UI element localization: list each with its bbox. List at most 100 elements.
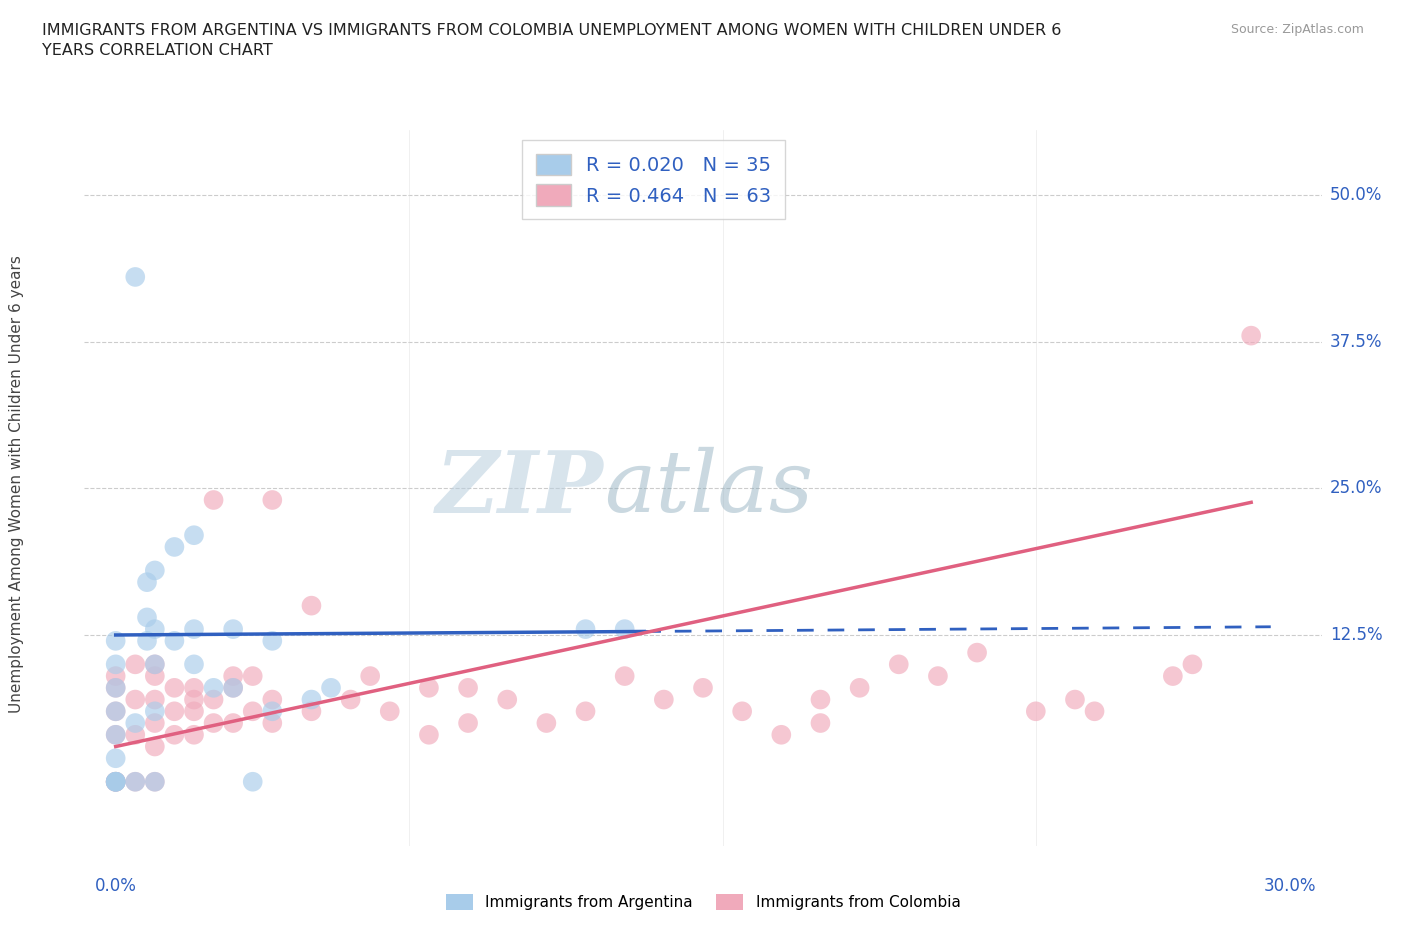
- Point: [1064, 692, 1087, 707]
- Point: [222, 669, 245, 684]
- Text: atlas: atlas: [605, 447, 813, 529]
- Point: [1083, 704, 1105, 719]
- Point: [202, 681, 225, 696]
- Point: [1240, 328, 1263, 343]
- Point: [183, 657, 205, 671]
- Point: [104, 775, 127, 790]
- Point: [143, 739, 166, 754]
- Point: [457, 715, 479, 730]
- Point: [124, 715, 146, 730]
- Point: [574, 621, 596, 636]
- Point: [104, 657, 127, 671]
- Point: [262, 493, 284, 508]
- Point: [104, 633, 127, 648]
- Point: [163, 704, 186, 719]
- Point: [104, 681, 127, 696]
- Point: [143, 621, 166, 636]
- Point: [319, 681, 342, 696]
- Point: [124, 775, 146, 790]
- Point: [692, 681, 714, 696]
- Point: [183, 692, 205, 707]
- Legend: Immigrants from Argentina, Immigrants from Colombia: Immigrants from Argentina, Immigrants fr…: [437, 886, 969, 918]
- Point: [124, 270, 146, 285]
- Point: [262, 715, 284, 730]
- Point: [143, 775, 166, 790]
- Point: [143, 657, 166, 671]
- Point: [104, 751, 127, 765]
- Point: [163, 539, 186, 554]
- Point: [136, 575, 159, 590]
- Point: [1181, 657, 1204, 671]
- Text: 30.0%: 30.0%: [1264, 877, 1316, 895]
- Point: [143, 669, 166, 684]
- Point: [143, 775, 166, 790]
- Point: [613, 621, 636, 636]
- Point: [143, 692, 166, 707]
- Point: [124, 657, 146, 671]
- Point: [966, 645, 988, 660]
- Point: [927, 669, 949, 684]
- Point: [183, 727, 205, 742]
- Point: [104, 775, 127, 790]
- Point: [810, 692, 832, 707]
- Point: [1161, 669, 1184, 684]
- Point: [262, 633, 284, 648]
- Point: [536, 715, 558, 730]
- Text: Source: ZipAtlas.com: Source: ZipAtlas.com: [1230, 23, 1364, 36]
- Point: [262, 692, 284, 707]
- Point: [613, 669, 636, 684]
- Point: [104, 681, 127, 696]
- Point: [202, 715, 225, 730]
- Point: [143, 715, 166, 730]
- Point: [143, 563, 166, 578]
- Point: [731, 704, 754, 719]
- Point: [104, 775, 127, 790]
- Text: 50.0%: 50.0%: [1330, 186, 1382, 204]
- Point: [848, 681, 870, 696]
- Point: [496, 692, 519, 707]
- Point: [301, 704, 323, 719]
- Point: [163, 633, 186, 648]
- Point: [183, 527, 205, 542]
- Point: [124, 692, 146, 707]
- Point: [183, 681, 205, 696]
- Point: [202, 692, 225, 707]
- Point: [242, 775, 264, 790]
- Point: [104, 775, 127, 790]
- Point: [183, 621, 205, 636]
- Text: 37.5%: 37.5%: [1330, 333, 1382, 351]
- Point: [810, 715, 832, 730]
- Point: [418, 681, 440, 696]
- Point: [202, 493, 225, 508]
- Point: [104, 669, 127, 684]
- Point: [378, 704, 401, 719]
- Point: [242, 669, 264, 684]
- Point: [887, 657, 910, 671]
- Legend: R = 0.020   N = 35, R = 0.464   N = 63: R = 0.020 N = 35, R = 0.464 N = 63: [522, 140, 785, 219]
- Point: [359, 669, 381, 684]
- Point: [301, 598, 323, 613]
- Point: [124, 775, 146, 790]
- Point: [457, 681, 479, 696]
- Point: [143, 657, 166, 671]
- Text: Unemployment Among Women with Children Under 6 years: Unemployment Among Women with Children U…: [10, 255, 24, 712]
- Point: [301, 692, 323, 707]
- Point: [104, 775, 127, 790]
- Point: [104, 727, 127, 742]
- Text: 0.0%: 0.0%: [94, 877, 136, 895]
- Point: [104, 704, 127, 719]
- Point: [652, 692, 675, 707]
- Point: [222, 715, 245, 730]
- Point: [574, 704, 596, 719]
- Point: [418, 727, 440, 742]
- Point: [770, 727, 793, 742]
- Point: [222, 681, 245, 696]
- Point: [222, 621, 245, 636]
- Point: [262, 704, 284, 719]
- Point: [163, 681, 186, 696]
- Point: [104, 704, 127, 719]
- Point: [104, 775, 127, 790]
- Point: [163, 727, 186, 742]
- Point: [124, 727, 146, 742]
- Point: [339, 692, 361, 707]
